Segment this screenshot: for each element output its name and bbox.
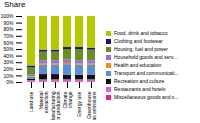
svg-text:Greenhousegas emissions: Greenhousegas emissions (86, 91, 97, 120)
svg-text:0%: 0% (6, 79, 14, 85)
svg-text:50%: 50% (3, 46, 14, 52)
html-text:Recreation and culture: Recreation and culture (114, 78, 165, 84)
svg-text:Climatechange: Climatechange (62, 91, 73, 108)
html-text:Health and education: Health and education (114, 62, 162, 68)
html-text:Miscellaneous goods and s...: Miscellaneous goods and s... (114, 94, 179, 100)
html-text:Food, drink and tobacco: Food, drink and tobacco (114, 30, 168, 36)
svg-text:Land use: Land use (28, 91, 34, 112)
html-text:Household goods and serv...: Household goods and serv... (114, 54, 178, 60)
svg-text:70%: 70% (3, 33, 14, 39)
svg-text:60%: 60% (3, 40, 14, 46)
svg-text:Materialextraction: Materialextraction (38, 91, 49, 113)
svg-text:100%: 100% (1, 13, 14, 19)
svg-text:20%: 20% (3, 66, 14, 72)
svg-text:80%: 80% (3, 26, 14, 32)
svg-text:Energy use: Energy use (76, 91, 82, 117)
html-text:Transport and communicati...: Transport and communicati... (114, 70, 179, 76)
html-text:Restaurants and hotels: Restaurants and hotels (114, 86, 166, 92)
svg-text:30%: 30% (3, 59, 14, 65)
svg-text:10%: 10% (3, 73, 14, 79)
html-text:Share: Share (4, 0, 26, 9)
svg-text:40%: 40% (3, 53, 14, 59)
html-text:Housing, fuel and power: Housing, fuel and power (114, 46, 168, 52)
svg-text:Manufacturingor production: Manufacturingor production (50, 91, 61, 120)
svg-text:90%: 90% (3, 20, 14, 26)
html-text:Clothing and footwear: Clothing and footwear (114, 38, 163, 44)
